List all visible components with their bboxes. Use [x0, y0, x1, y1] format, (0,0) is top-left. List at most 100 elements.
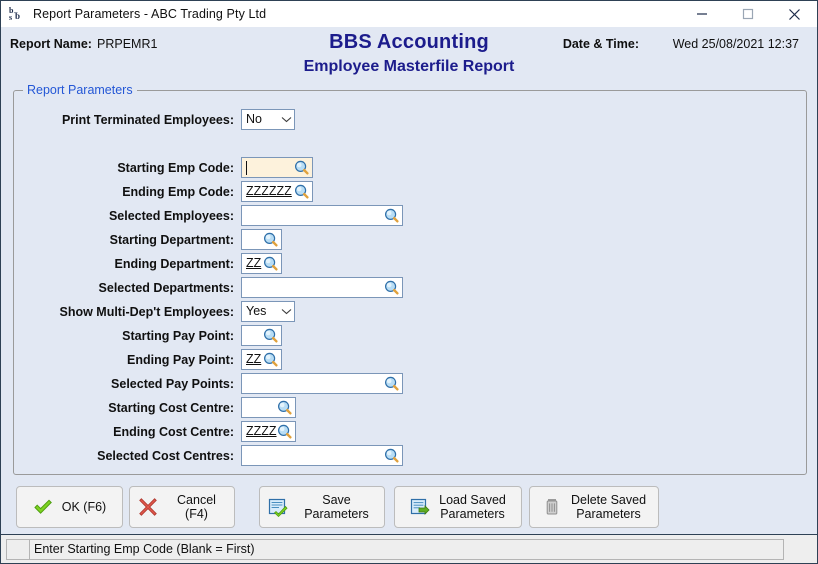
field-row-selected-cost-centres: Selected Cost Centres:	[1, 445, 234, 467]
search-icon[interactable]	[263, 256, 278, 271]
label-ending-cost-centre: Ending Cost Centre:	[113, 425, 234, 439]
save-icon	[268, 497, 288, 518]
input-selected-pay-points[interactable]	[241, 373, 403, 394]
close-icon	[788, 8, 800, 20]
value-ending-pay-point: ZZ	[246, 352, 262, 366]
search-icon[interactable]	[277, 424, 292, 439]
chevron-down-icon	[278, 116, 294, 123]
page-subtitle: Employee Masterfile Report	[303, 58, 515, 75]
page-title: BBS Accounting	[329, 31, 489, 53]
load-icon	[410, 497, 430, 517]
search-icon[interactable]	[384, 376, 399, 391]
input-starting-emp-code[interactable]	[241, 157, 313, 178]
svg-text:b: b	[9, 6, 14, 15]
field-row-starting-pay-point: Starting Pay Point:	[1, 325, 234, 347]
load-saved-parameters-button-label: Load Saved Parameters	[439, 493, 506, 521]
value-ending-cost-centre: ZZZZ	[246, 424, 277, 438]
search-icon[interactable]	[263, 232, 278, 247]
search-icon[interactable]	[277, 400, 292, 415]
window-title: Report Parameters - ABC Trading Pty Ltd	[33, 7, 267, 21]
input-ending-cost-centre[interactable]: ZZZZ	[241, 421, 296, 442]
green-check-icon	[33, 497, 53, 517]
input-selected-departments[interactable]	[241, 277, 403, 298]
combo-show-multi-dept-employees[interactable]: Yes	[241, 301, 295, 322]
status-divider	[29, 540, 30, 559]
combo-print-terminated-employees[interactable]: No	[241, 109, 295, 130]
close-button[interactable]	[771, 1, 817, 27]
label-selected-cost-centres: Selected Cost Centres:	[97, 449, 234, 463]
svg-text:b: b	[15, 11, 20, 21]
combo-value-print-terminated-employees: No	[246, 112, 262, 126]
input-starting-department[interactable]	[241, 229, 282, 250]
delete-saved-parameters-button[interactable]: Delete Saved Parameters	[529, 486, 659, 528]
field-row-ending-department: Ending Department:	[1, 253, 234, 275]
label-ending-pay-point: Ending Pay Point:	[127, 353, 234, 367]
field-row-starting-cost-centre: Starting Cost Centre:	[1, 397, 234, 419]
field-row-ending-cost-centre: Ending Cost Centre:	[1, 421, 234, 443]
datetime-label: Date & Time:	[562, 37, 639, 51]
minimize-button[interactable]	[679, 1, 725, 27]
input-selected-cost-centres[interactable]	[241, 445, 403, 466]
field-row-selected-employees: Selected Employees:	[1, 205, 234, 227]
search-icon[interactable]	[294, 160, 309, 175]
report-name-value: PRPEMR1	[97, 37, 158, 51]
label-show-multi-dept-employees: Show Multi-Dep't Employees:	[59, 305, 234, 319]
value-ending-department: ZZ	[246, 256, 262, 270]
app-logo-icon: b _ s b	[8, 5, 26, 23]
label-ending-department: Ending Department:	[114, 257, 234, 271]
search-icon[interactable]	[384, 448, 399, 463]
window-controls	[679, 1, 817, 27]
text-caret	[246, 161, 247, 175]
report-name-label: Report Name:	[10, 37, 92, 51]
chevron-down-icon	[278, 308, 294, 315]
label-starting-emp-code: Starting Emp Code:	[117, 161, 234, 175]
cancel-button-label: Cancel (F4)	[177, 493, 216, 521]
report-parameters-group	[13, 90, 807, 475]
field-row-print-terminated-employees: Print Terminated Employees:	[1, 109, 234, 131]
field-row-starting-emp-code: Starting Emp Code:	[1, 157, 234, 179]
ok-button[interactable]: OK (F6)	[16, 486, 123, 528]
save-parameters-button[interactable]: Save Parameters	[259, 486, 385, 528]
field-row-show-multi-dept-employees: Show Multi-Dep't Employees:	[1, 301, 234, 323]
datetime-value: Wed 25/08/2021 12:37	[672, 37, 799, 51]
label-print-terminated-employees: Print Terminated Employees:	[61, 113, 234, 127]
label-selected-employees: Selected Employees:	[108, 209, 234, 223]
value-ending-emp-code: ZZZZZZ	[246, 184, 292, 198]
status-panel	[6, 539, 784, 560]
input-ending-emp-code[interactable]: ZZZZZZ	[241, 181, 313, 202]
input-starting-cost-centre[interactable]	[241, 397, 296, 418]
ok-button-label: OK (F6)	[61, 500, 107, 514]
input-ending-pay-point[interactable]: ZZ	[241, 349, 282, 370]
status-bar: Enter Starting Emp Code (Blank = First)	[1, 534, 817, 563]
label-starting-cost-centre: Starting Cost Centre:	[108, 401, 234, 415]
delete-saved-parameters-button-label: Delete Saved Parameters	[570, 493, 647, 521]
label-ending-emp-code: Ending Emp Code:	[122, 185, 234, 199]
cancel-button[interactable]: Cancel (F4)	[129, 486, 235, 528]
input-selected-employees[interactable]	[241, 205, 403, 226]
load-saved-parameters-button[interactable]: Load Saved Parameters	[394, 486, 522, 528]
label-starting-department: Starting Department:	[109, 233, 234, 247]
maximize-button[interactable]	[725, 1, 771, 27]
input-starting-pay-point[interactable]	[241, 325, 282, 346]
search-icon[interactable]	[263, 352, 278, 367]
combo-value-show-multi-dept-employees: Yes	[246, 304, 267, 318]
title-bar: b _ s b Report Parameters - ABC Trading …	[1, 1, 817, 27]
field-row-ending-emp-code: Ending Emp Code:	[1, 181, 234, 203]
search-icon[interactable]	[263, 328, 278, 343]
report-header: Report Name: PRPEMR1 BBS Accounting Empl…	[1, 27, 817, 83]
label-selected-pay-points: Selected Pay Points:	[111, 377, 234, 391]
field-row-selected-pay-points: Selected Pay Points:	[1, 373, 234, 395]
maximize-icon	[742, 8, 754, 20]
search-icon[interactable]	[384, 208, 399, 223]
status-message: Enter Starting Emp Code (Blank = First)	[34, 542, 255, 556]
search-icon[interactable]	[384, 280, 399, 295]
svg-text:_: _	[13, 6, 18, 14]
input-ending-department[interactable]: ZZ	[241, 253, 282, 274]
report-parameters-group-legend: Report Parameters	[23, 83, 137, 97]
label-starting-pay-point: Starting Pay Point:	[122, 329, 234, 343]
search-icon[interactable]	[294, 184, 309, 199]
red-cross-icon	[138, 497, 158, 517]
label-selected-departments: Selected Departments:	[98, 281, 234, 295]
field-row-starting-department: Starting Department:	[1, 229, 234, 251]
